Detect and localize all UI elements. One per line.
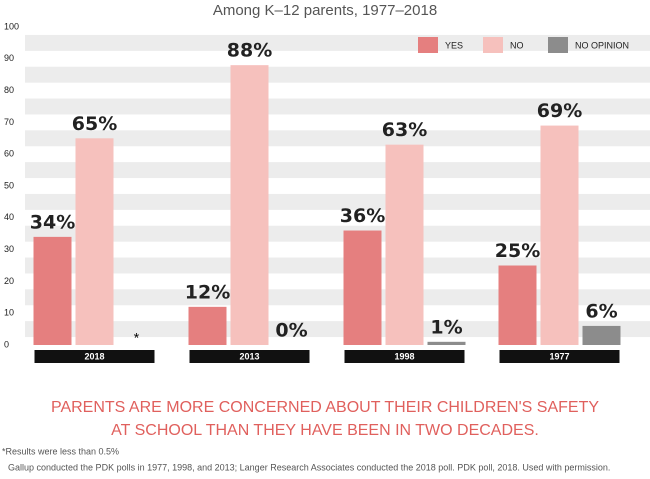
legend-swatch bbox=[548, 37, 568, 53]
data-label: 12% bbox=[185, 281, 230, 303]
y-tick-label: 10 bbox=[4, 308, 14, 318]
grid-band bbox=[25, 257, 650, 274]
x-tick-label: 2018 bbox=[84, 351, 104, 361]
x-tick-label: 2013 bbox=[239, 351, 259, 361]
category-box bbox=[499, 350, 620, 363]
x-tick-label: 1977 bbox=[549, 351, 569, 361]
grid-band bbox=[25, 130, 650, 147]
data-label: 1% bbox=[430, 316, 462, 338]
y-tick-label: 70 bbox=[4, 117, 14, 127]
y-tick-label: 60 bbox=[4, 149, 14, 159]
grid-band bbox=[25, 193, 650, 210]
grid-band bbox=[25, 321, 650, 338]
data-label: 63% bbox=[382, 119, 427, 141]
bar bbox=[33, 236, 72, 345]
grid-band bbox=[25, 162, 650, 179]
y-tick-label: 80 bbox=[4, 85, 14, 95]
data-label: 65% bbox=[72, 113, 117, 135]
bar bbox=[498, 265, 537, 345]
data-label: 88% bbox=[227, 40, 272, 62]
data-label: 0% bbox=[275, 320, 307, 342]
y-tick-label: 100 bbox=[4, 21, 19, 31]
y-tick-label: 40 bbox=[4, 212, 14, 222]
bar bbox=[230, 65, 269, 345]
bar bbox=[427, 341, 466, 345]
legend-swatch bbox=[483, 37, 503, 53]
caption: PARENTS ARE MORE CONCERNED ABOUT THEIR C… bbox=[51, 399, 599, 416]
category-box bbox=[344, 350, 465, 363]
bar bbox=[188, 306, 227, 345]
grid-band bbox=[25, 66, 650, 83]
bar bbox=[343, 230, 382, 345]
legend-label: YES bbox=[445, 40, 463, 50]
x-tick-label: 1998 bbox=[394, 351, 414, 361]
y-tick-label: 50 bbox=[4, 180, 14, 190]
footnote: Gallup conducted the PDK polls in 1977, … bbox=[8, 462, 610, 472]
data-label: 69% bbox=[537, 100, 582, 122]
category-box bbox=[34, 350, 155, 363]
caption: AT SCHOOL THAN THEY HAVE BEEN IN TWO DEC… bbox=[111, 422, 539, 439]
data-label: 34% bbox=[30, 211, 75, 233]
grid-band bbox=[25, 289, 650, 306]
data-label: 6% bbox=[585, 300, 617, 322]
y-tick-label: 90 bbox=[4, 53, 14, 63]
bar bbox=[75, 138, 114, 345]
bar bbox=[385, 144, 424, 345]
grid-band bbox=[25, 225, 650, 242]
y-tick-label: 20 bbox=[4, 276, 14, 286]
data-label: 36% bbox=[340, 205, 385, 227]
legend-label: NO OPINION bbox=[575, 40, 629, 50]
bar bbox=[540, 125, 579, 345]
data-label: * bbox=[134, 330, 140, 346]
category-box bbox=[189, 350, 310, 363]
grid-band bbox=[25, 98, 650, 115]
legend-label: NO bbox=[510, 40, 524, 50]
y-tick-label: 0 bbox=[4, 339, 9, 349]
chart-title: Among K–12 parents, 1977–2018 bbox=[213, 2, 437, 19]
legend-swatch bbox=[418, 37, 438, 53]
footnote: *Results were less than 0.5% bbox=[2, 446, 119, 456]
y-tick-label: 30 bbox=[4, 244, 14, 254]
bar bbox=[582, 325, 621, 345]
data-label: 25% bbox=[495, 240, 540, 262]
